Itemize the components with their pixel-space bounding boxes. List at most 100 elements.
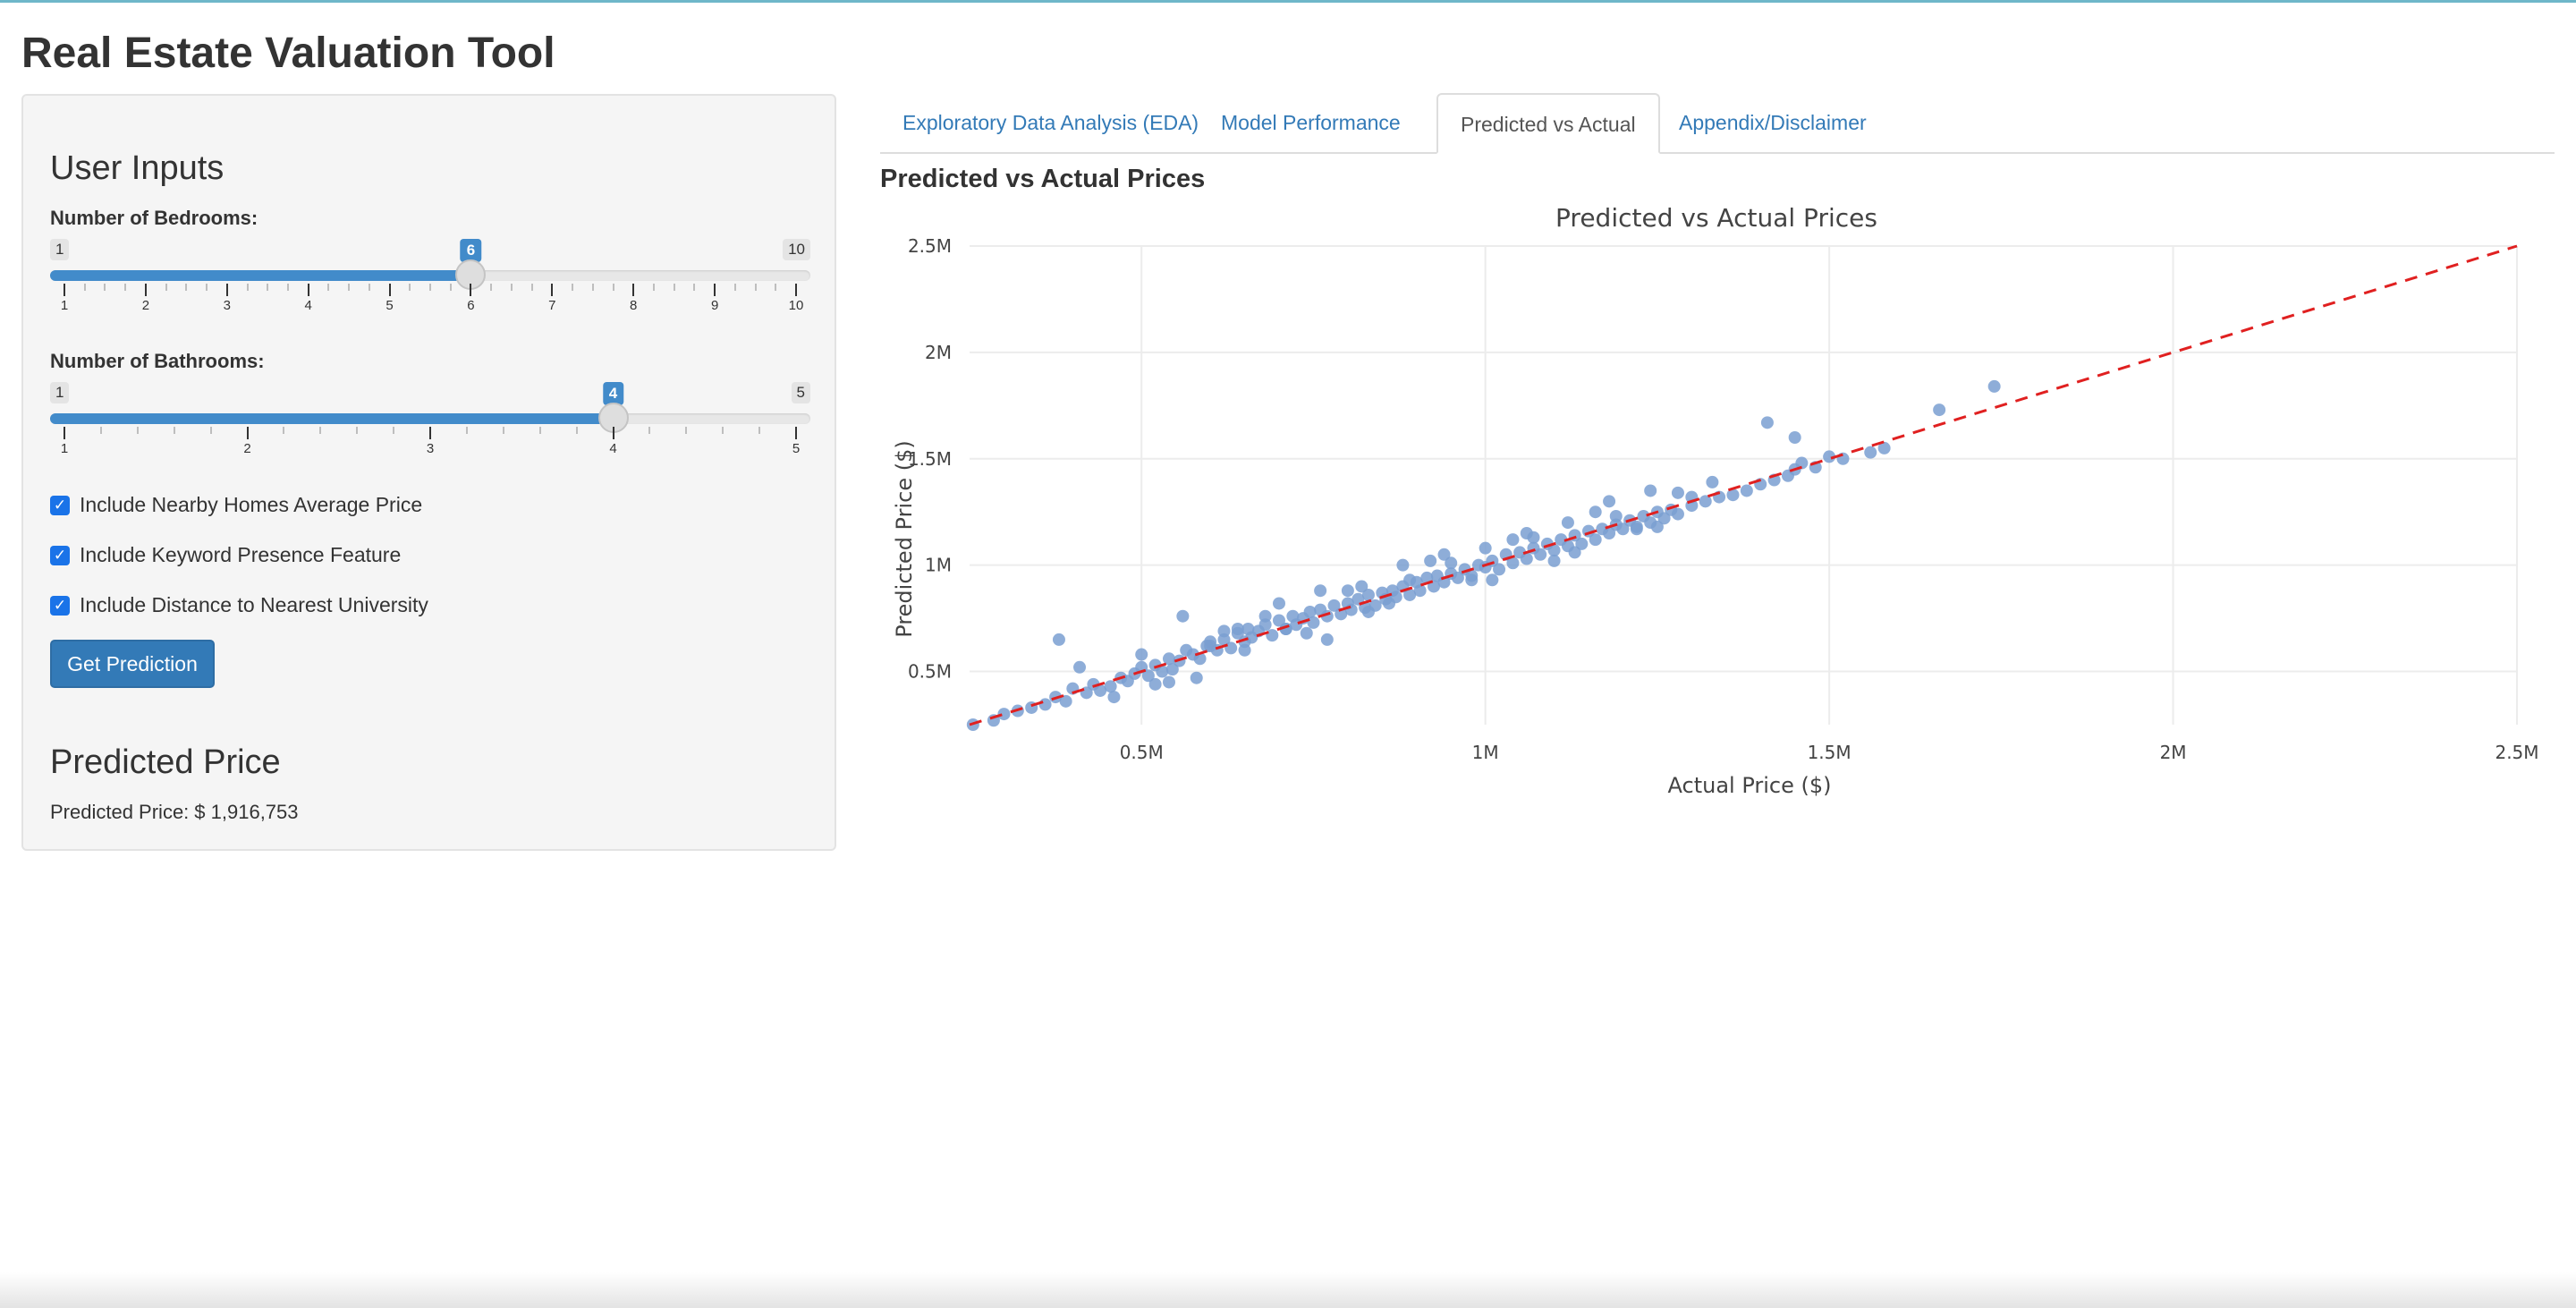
data-point[interactable] — [1699, 495, 1712, 508]
data-point[interactable] — [1437, 548, 1451, 561]
data-point[interactable] — [1506, 556, 1520, 570]
data-point[interactable] — [1424, 554, 1437, 567]
checkbox-nearby-homes[interactable]: ✓ Include Nearby Homes Average Price — [50, 493, 422, 517]
data-point[interactable] — [1823, 450, 1836, 463]
data-point[interactable] — [1165, 663, 1179, 676]
data-point[interactable] — [1273, 597, 1285, 610]
data-point[interactable] — [1204, 640, 1217, 653]
data-point[interactable] — [1413, 584, 1427, 598]
data-point[interactable] — [1527, 531, 1540, 544]
data-point[interactable] — [1403, 573, 1417, 587]
data-point[interactable] — [1327, 599, 1341, 612]
data-point[interactable] — [1156, 665, 1169, 678]
data-point[interactable] — [1344, 603, 1358, 616]
data-point[interactable] — [1266, 629, 1279, 642]
tab-predicted-vs-actual[interactable]: Predicted vs Actual — [1436, 93, 1660, 154]
checkmark-icon[interactable]: ✓ — [50, 595, 70, 616]
data-point[interactable] — [1534, 548, 1547, 561]
scatter-chart[interactable]: 0.5M 1M 1.5M 2M 2.5M 0.5M 1M 1.5M 2M 2.5M Predicte… — [880, 192, 2562, 801]
checkmark-icon[interactable]: ✓ — [50, 545, 70, 565]
data-point[interactable] — [1141, 669, 1155, 683]
data-point[interactable] — [1038, 698, 1052, 711]
data-point[interactable] — [1671, 507, 1684, 521]
data-point[interactable] — [1238, 643, 1251, 657]
data-point[interactable] — [1547, 544, 1561, 557]
data-point[interactable] — [1795, 456, 1809, 470]
data-point[interactable] — [1706, 475, 1719, 488]
data-point[interactable] — [1059, 694, 1072, 708]
data-point[interactable] — [1493, 563, 1506, 576]
data-point[interactable] — [1520, 552, 1533, 565]
data-point[interactable] — [1506, 533, 1520, 547]
bedrooms-slider[interactable]: 1 10 6 1 2 3 4 5 6 7 8 9 10 — [50, 239, 810, 319]
data-point[interactable] — [1396, 558, 1410, 572]
data-point[interactable] — [1355, 580, 1368, 593]
data-point[interactable] — [1445, 556, 1458, 570]
tab-appendix-disclaimer[interactable]: Appendix/Disclaimer — [1679, 111, 1867, 134]
data-point[interactable] — [1224, 641, 1238, 655]
data-point[interactable] — [1479, 541, 1492, 555]
data-point[interactable] — [1361, 605, 1375, 618]
data-point[interactable] — [1575, 537, 1589, 550]
data-point[interactable] — [1561, 516, 1574, 530]
data-point[interactable] — [1052, 633, 1065, 646]
data-point[interactable] — [1740, 484, 1753, 497]
data-point[interactable] — [1320, 609, 1334, 623]
tab-eda[interactable]: Exploratory Data Analysis (EDA) — [902, 111, 1199, 134]
data-point[interactable] — [1314, 584, 1327, 598]
data-point[interactable] — [1320, 633, 1334, 646]
data-point[interactable] — [1303, 605, 1317, 618]
data-point[interactable] — [1273, 614, 1285, 627]
data-point[interactable] — [1104, 680, 1117, 693]
checkbox-distance-university[interactable]: ✓ Include Distance to Nearest University — [50, 593, 428, 617]
data-point[interactable] — [1176, 609, 1190, 623]
data-point[interactable] — [997, 708, 1011, 721]
data-point[interactable] — [1307, 616, 1320, 629]
data-point[interactable] — [1231, 623, 1244, 635]
data-point[interactable] — [1987, 379, 2001, 393]
data-point[interactable] — [1341, 584, 1354, 598]
data-point[interactable] — [1630, 522, 1643, 536]
data-point[interactable] — [1657, 512, 1671, 525]
data-point[interactable] — [1162, 652, 1175, 666]
data-point[interactable] — [1217, 624, 1231, 638]
data-point[interactable] — [1877, 441, 1891, 454]
data-point[interactable] — [1609, 509, 1623, 522]
data-point[interactable] — [1644, 484, 1657, 497]
data-point[interactable] — [1589, 533, 1602, 547]
data-point[interactable] — [1486, 573, 1499, 587]
data-point[interactable] — [1190, 671, 1203, 684]
data-point[interactable] — [1726, 488, 1740, 502]
data-point[interactable] — [1933, 403, 1946, 417]
data-point[interactable] — [1603, 527, 1616, 539]
data-point[interactable] — [1300, 626, 1313, 640]
data-point[interactable] — [1671, 486, 1684, 499]
data-point[interactable] — [1760, 416, 1774, 429]
checkbox-keyword-presence[interactable]: ✓ Include Keyword Presence Feature — [50, 543, 401, 567]
data-point[interactable] — [1836, 452, 1850, 465]
data-point[interactable] — [1465, 573, 1479, 587]
data-point[interactable] — [1788, 431, 1801, 444]
data-point[interactable] — [1864, 446, 1877, 459]
data-point[interactable] — [1403, 588, 1417, 601]
get-prediction-button[interactable]: Get Prediction — [50, 640, 215, 688]
data-point[interactable] — [1258, 609, 1272, 623]
data-point[interactable] — [1094, 684, 1107, 697]
bathrooms-slider[interactable]: 1 5 4 1 2 3 4 5 — [50, 382, 810, 463]
data-point[interactable] — [1162, 675, 1175, 689]
data-point[interactable] — [1437, 575, 1451, 589]
tab-model-performance[interactable]: Model Performance — [1221, 111, 1401, 134]
data-point[interactable] — [1603, 495, 1616, 508]
checkmark-icon[interactable]: ✓ — [50, 495, 70, 515]
data-point[interactable] — [1148, 677, 1162, 691]
data-point[interactable] — [1073, 660, 1087, 674]
data-point[interactable] — [1650, 520, 1664, 533]
data-point[interactable] — [1361, 588, 1375, 601]
data-point[interactable] — [1335, 607, 1348, 621]
data-point[interactable] — [1451, 571, 1464, 584]
data-point[interactable] — [1107, 691, 1121, 704]
data-point[interactable] — [1383, 597, 1396, 610]
data-point[interactable] — [1547, 554, 1561, 567]
data-point[interactable] — [1135, 648, 1148, 661]
data-point[interactable] — [1616, 522, 1630, 536]
